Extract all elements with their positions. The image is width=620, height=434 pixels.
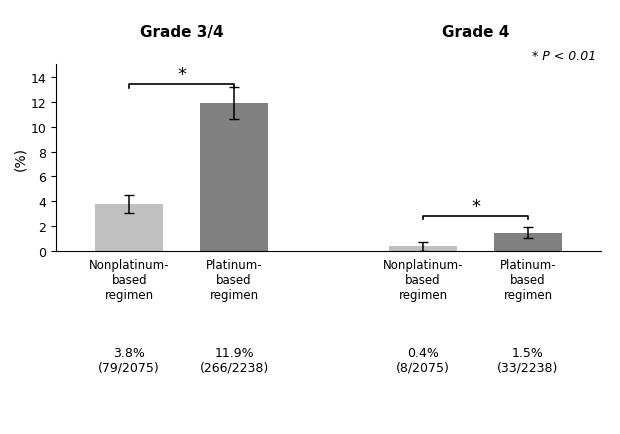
Y-axis label: (%): (%): [14, 146, 27, 171]
Bar: [200, 104, 268, 252]
Bar: [95, 204, 163, 252]
Text: Grade 4: Grade 4: [442, 25, 509, 40]
Text: *: *: [471, 197, 480, 215]
Text: *: *: [177, 66, 186, 84]
Text: * P < 0.01: * P < 0.01: [532, 50, 596, 63]
Text: 3.8%
(79/2075): 3.8% (79/2075): [99, 346, 160, 374]
Text: 1.5%
(33/2238): 1.5% (33/2238): [497, 346, 559, 374]
Bar: [494, 233, 562, 252]
Bar: [389, 247, 457, 252]
Text: Grade 3/4: Grade 3/4: [140, 25, 224, 40]
Text: 11.9%
(266/2238): 11.9% (266/2238): [200, 346, 269, 374]
Text: 0.4%
(8/2075): 0.4% (8/2075): [396, 346, 450, 374]
